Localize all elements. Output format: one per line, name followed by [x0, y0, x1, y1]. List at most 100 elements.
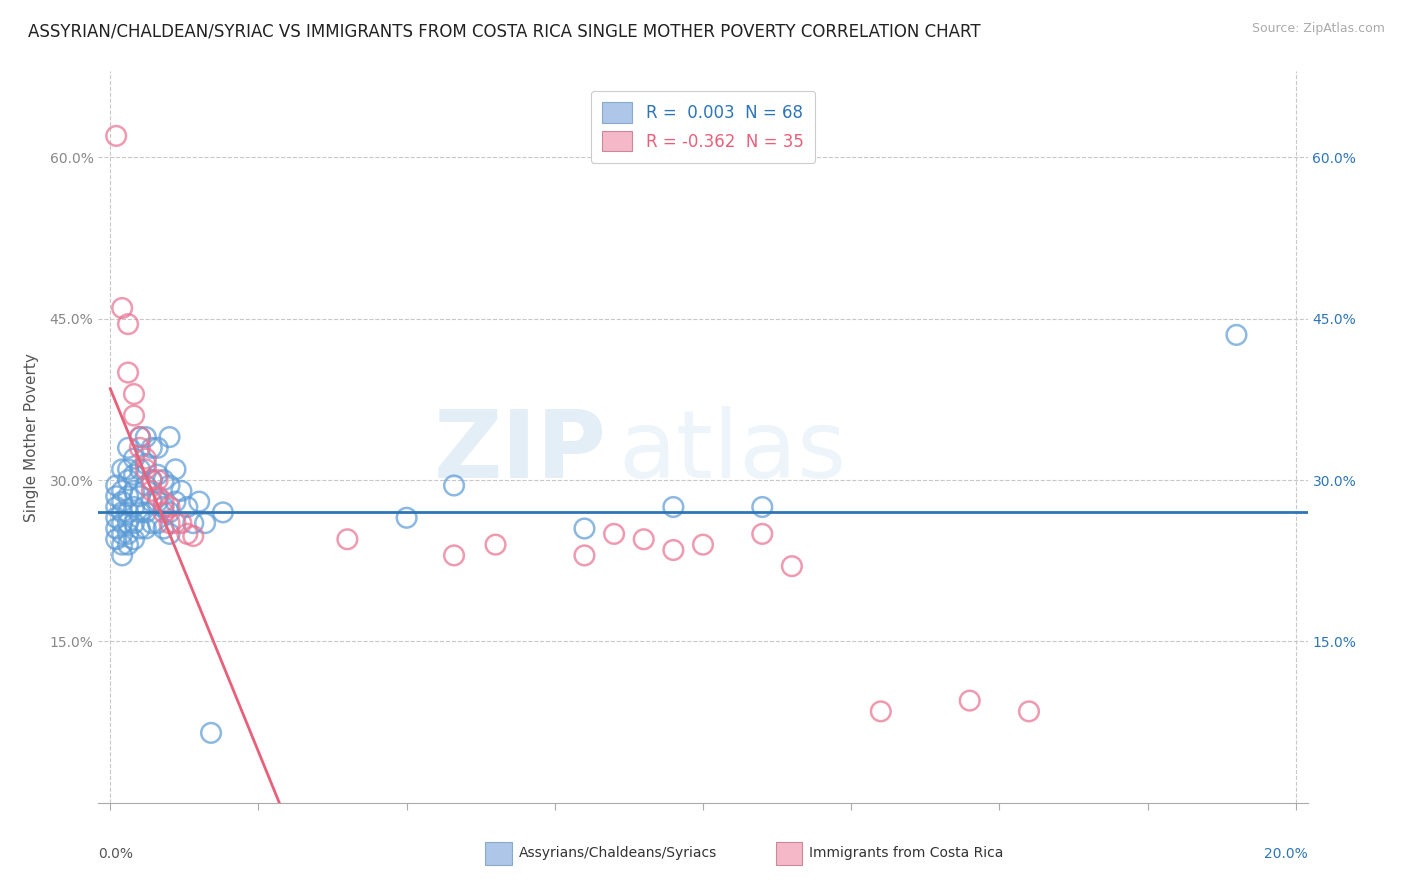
- Point: [159, 478, 181, 492]
- Point: [129, 521, 152, 535]
- Point: [194, 516, 217, 530]
- Point: [146, 489, 169, 503]
- Point: [117, 538, 139, 552]
- Point: [111, 527, 134, 541]
- Point: [152, 505, 174, 519]
- Point: [662, 543, 685, 558]
- Point: [751, 500, 773, 514]
- Point: [129, 489, 152, 503]
- Point: [117, 489, 139, 503]
- Point: [141, 473, 163, 487]
- Point: [603, 527, 626, 541]
- Point: [176, 500, 198, 514]
- Text: Assyrians/Chaldeans/Syriacs: Assyrians/Chaldeans/Syriacs: [519, 847, 717, 860]
- Point: [129, 430, 152, 444]
- Point: [111, 494, 134, 508]
- Y-axis label: Single Mother Poverty: Single Mother Poverty: [24, 352, 38, 522]
- Point: [117, 441, 139, 455]
- Point: [141, 441, 163, 455]
- Point: [751, 527, 773, 541]
- Point: [122, 533, 145, 547]
- Point: [146, 467, 169, 482]
- Point: [159, 500, 181, 514]
- Point: [395, 510, 418, 524]
- Text: ZIP: ZIP: [433, 406, 606, 498]
- Point: [692, 538, 714, 552]
- FancyBboxPatch shape: [485, 841, 512, 865]
- Point: [117, 505, 139, 519]
- Point: [105, 478, 128, 492]
- Point: [122, 483, 145, 498]
- Point: [633, 533, 655, 547]
- Point: [135, 521, 157, 535]
- Text: 20.0%: 20.0%: [1264, 847, 1308, 861]
- Point: [200, 726, 222, 740]
- Point: [181, 529, 204, 543]
- Point: [105, 128, 128, 143]
- Point: [111, 516, 134, 530]
- Point: [122, 409, 145, 423]
- Point: [129, 505, 152, 519]
- Point: [574, 549, 596, 563]
- Point: [869, 705, 891, 719]
- Point: [188, 494, 211, 508]
- Point: [165, 462, 187, 476]
- Point: [146, 473, 169, 487]
- Point: [141, 473, 163, 487]
- Text: Source: ZipAtlas.com: Source: ZipAtlas.com: [1251, 22, 1385, 36]
- Point: [152, 494, 174, 508]
- Point: [111, 549, 134, 563]
- Point: [135, 457, 157, 471]
- Point: [146, 441, 169, 455]
- Point: [1225, 327, 1247, 342]
- Point: [111, 483, 134, 498]
- Point: [105, 500, 128, 514]
- Text: Immigrants from Costa Rica: Immigrants from Costa Rica: [810, 847, 1004, 860]
- Point: [152, 473, 174, 487]
- Point: [135, 451, 157, 466]
- Point: [117, 317, 139, 331]
- Point: [146, 516, 169, 530]
- Text: atlas: atlas: [619, 406, 846, 498]
- Point: [135, 462, 157, 476]
- Point: [111, 538, 134, 552]
- Point: [122, 516, 145, 530]
- Point: [122, 500, 145, 514]
- Point: [780, 559, 803, 574]
- Point: [443, 478, 465, 492]
- Point: [105, 489, 128, 503]
- Point: [135, 478, 157, 492]
- Text: 0.0%: 0.0%: [98, 847, 134, 861]
- Point: [105, 533, 128, 547]
- Point: [484, 538, 506, 552]
- Point: [159, 505, 181, 519]
- Point: [117, 516, 139, 530]
- Point: [105, 521, 128, 535]
- Point: [122, 387, 145, 401]
- Point: [336, 533, 359, 547]
- Point: [443, 549, 465, 563]
- Point: [176, 527, 198, 541]
- Point: [574, 521, 596, 535]
- Point: [159, 430, 181, 444]
- Point: [135, 430, 157, 444]
- Point: [129, 441, 152, 455]
- Point: [152, 500, 174, 514]
- Point: [159, 527, 181, 541]
- Point: [1018, 705, 1040, 719]
- Point: [159, 516, 181, 530]
- Point: [117, 527, 139, 541]
- Point: [141, 516, 163, 530]
- Point: [111, 505, 134, 519]
- Point: [129, 462, 152, 476]
- Point: [165, 516, 187, 530]
- FancyBboxPatch shape: [776, 841, 803, 865]
- Point: [170, 483, 193, 498]
- Point: [122, 467, 145, 482]
- Point: [122, 451, 145, 466]
- Point: [117, 462, 139, 476]
- Point: [111, 301, 134, 315]
- Point: [152, 521, 174, 535]
- Point: [129, 430, 152, 444]
- Point: [117, 473, 139, 487]
